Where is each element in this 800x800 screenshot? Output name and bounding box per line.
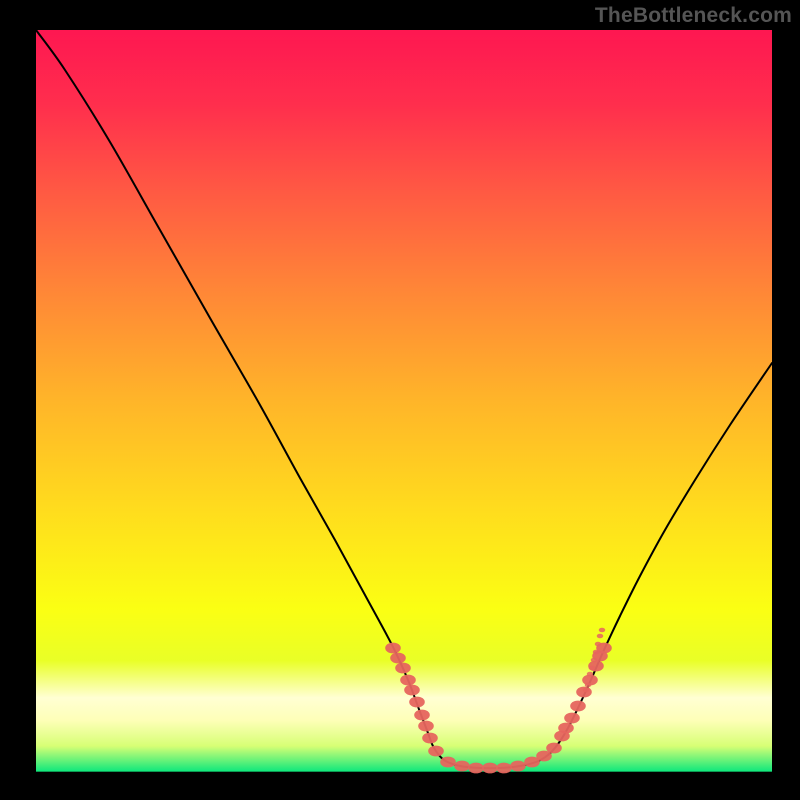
- marker-dot: [558, 723, 574, 734]
- marker-dot: [591, 658, 598, 663]
- marker-dot: [587, 672, 594, 677]
- marker-dot: [440, 757, 456, 768]
- marker-dot: [599, 628, 606, 633]
- marker-dot: [597, 634, 604, 639]
- plot-area: [36, 30, 772, 772]
- marker-dot: [409, 697, 425, 708]
- marker-dot: [468, 763, 484, 774]
- marker-dot: [510, 761, 526, 772]
- marker-dot: [482, 763, 498, 774]
- marker-dot: [404, 685, 420, 696]
- marker-dot: [576, 687, 592, 698]
- marker-dot: [385, 643, 401, 654]
- marker-dot: [564, 713, 580, 724]
- marker-dot: [496, 763, 512, 774]
- marker-dot: [546, 743, 562, 754]
- markers-group: [385, 628, 612, 774]
- marker-dot: [428, 746, 444, 757]
- marker-dot: [589, 666, 596, 671]
- marker-dot: [570, 701, 586, 712]
- marker-dot: [390, 653, 406, 664]
- marker-dot: [585, 683, 592, 688]
- marker-dot: [422, 733, 438, 744]
- curve-layer: [0, 0, 800, 800]
- marker-dot: [593, 650, 600, 655]
- marker-dot: [395, 663, 411, 674]
- marker-dot: [454, 761, 470, 772]
- marker-dot: [583, 688, 590, 693]
- marker-dot: [595, 642, 602, 647]
- marker-dot: [400, 675, 416, 686]
- marker-dot: [414, 710, 430, 721]
- root: TheBottleneck.com: [0, 0, 800, 800]
- marker-dot: [418, 721, 434, 732]
